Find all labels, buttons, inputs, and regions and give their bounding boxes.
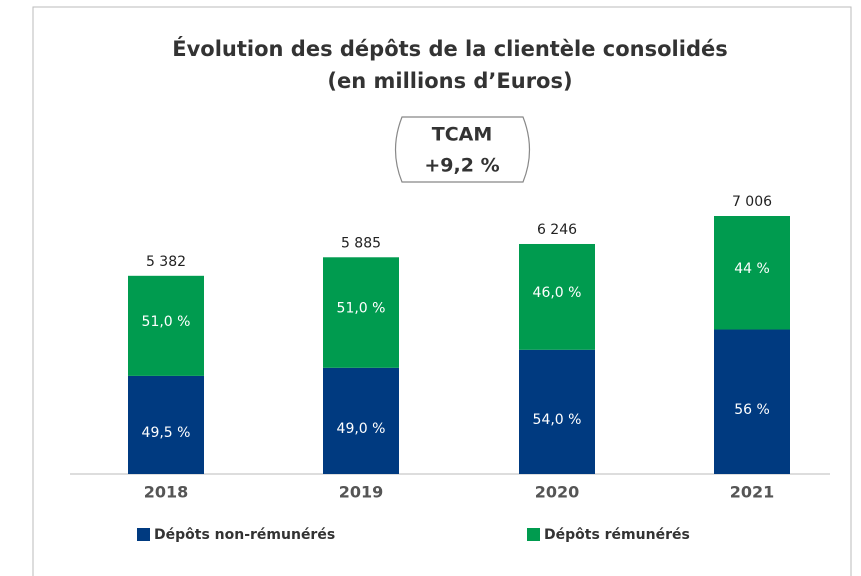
bar-segment	[714, 329, 790, 474]
bar-segment	[128, 275, 204, 376]
total-label: 5 885	[341, 235, 381, 251]
bar-segment	[714, 216, 790, 330]
segment-label: 54,0 %	[533, 412, 582, 428]
x-tick-label: 2019	[339, 483, 384, 502]
legend-label: Dépôts rémunérés	[544, 527, 690, 543]
bar-segment	[323, 367, 399, 474]
bar-segment	[519, 349, 595, 474]
legend-swatch	[137, 528, 150, 541]
legend-swatch	[527, 528, 540, 541]
x-tick-label: 2020	[535, 483, 580, 502]
annotation-value: +9,2 %	[424, 155, 499, 177]
bar-segment	[128, 375, 204, 474]
segment-label: 49,0 %	[337, 421, 386, 437]
total-label: 7 006	[732, 194, 772, 210]
bar-segment	[323, 257, 399, 368]
x-tick-label: 2021	[730, 483, 775, 502]
total-label: 5 382	[146, 254, 186, 270]
segment-label: 51,0 %	[142, 314, 191, 330]
segment-label: 44 %	[734, 261, 770, 277]
legend-label: Dépôts non-rémunérés	[154, 527, 335, 543]
total-label: 6 246	[537, 222, 577, 238]
x-tick-label: 2018	[144, 483, 189, 502]
annotation-title: TCAM	[432, 124, 493, 146]
bar-segment	[519, 243, 595, 350]
segment-label: 49,5 %	[142, 425, 191, 441]
chart-title: Évolution des dépôts de la clientèle con…	[172, 36, 727, 61]
segment-label: 46,0 %	[533, 285, 582, 301]
segment-label: 51,0 %	[337, 301, 386, 317]
annotation-box	[394, 116, 531, 183]
segment-label: 56 %	[734, 402, 770, 418]
chart-subtitle: (en millions d’Euros)	[327, 69, 572, 93]
